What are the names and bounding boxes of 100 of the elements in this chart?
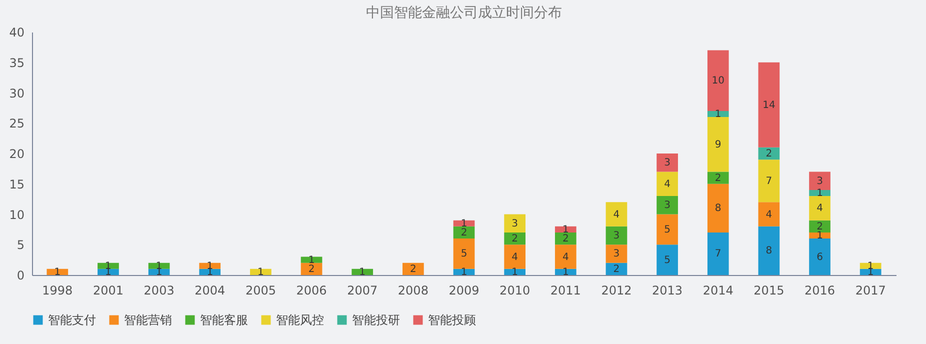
bar — [809, 232, 830, 239]
x-tick-label: 2006 — [296, 284, 327, 298]
data-label: 4 — [562, 252, 569, 263]
x-tick-label: 2016 — [804, 284, 836, 298]
y-tick-label: 25 — [9, 116, 24, 131]
data-label: 2 — [816, 221, 823, 232]
bar — [707, 110, 729, 118]
x-tick-label: 2004 — [194, 284, 226, 298]
bar — [606, 202, 628, 226]
data-label: 14 — [762, 100, 776, 111]
data-label: 7 — [766, 176, 772, 187]
bar — [46, 268, 68, 275]
bar — [402, 262, 424, 275]
data-label: 3 — [664, 200, 670, 212]
bar — [504, 232, 526, 245]
bar — [809, 190, 830, 196]
data-label: 1 — [308, 254, 315, 266]
data-label: 1 — [816, 188, 823, 199]
data-label: 3 — [613, 230, 620, 242]
data-label: 2 — [512, 234, 518, 245]
data-label: 1 — [562, 266, 569, 278]
bar — [504, 268, 526, 275]
bar — [707, 184, 729, 232]
y-tick-label: 30 — [9, 86, 24, 100]
y-tick-label: 20 — [9, 147, 24, 161]
data-label: 1 — [359, 266, 366, 278]
data-label: 8 — [766, 246, 772, 257]
chart-title: 中国智能金融公司成立时间分布 — [366, 5, 562, 21]
bar — [504, 214, 526, 232]
data-label: 1 — [816, 230, 823, 242]
bar — [758, 226, 780, 275]
bar — [606, 244, 628, 263]
bar — [809, 172, 830, 190]
x-tick-label: 2008 — [398, 284, 428, 298]
bar — [656, 244, 678, 275]
bar — [707, 117, 729, 172]
data-label: 6 — [816, 252, 823, 263]
data-label: 3 — [613, 248, 620, 260]
legend-label: 智能风控 — [276, 313, 324, 327]
bar — [860, 268, 882, 275]
bar — [656, 196, 678, 214]
bar — [809, 196, 830, 220]
data-label: 1 — [460, 266, 468, 278]
bar — [707, 172, 729, 184]
data-label: 2 — [766, 148, 772, 160]
y-tick-label: 5 — [16, 238, 24, 252]
x-tick-label: 2012 — [601, 284, 632, 298]
data-label: 7 — [714, 248, 722, 260]
data-label: 1 — [258, 266, 264, 278]
bar — [554, 232, 576, 245]
data-label: 5 — [664, 254, 670, 266]
bar — [453, 238, 475, 269]
bar — [809, 238, 830, 275]
data-label: 1 — [54, 266, 61, 278]
bar — [250, 268, 272, 275]
data-label: 1 — [460, 218, 468, 230]
bar — [809, 220, 830, 232]
bar — [504, 244, 526, 269]
x-tick-label: 2003 — [144, 284, 174, 298]
y-tick-label: 0 — [16, 268, 24, 282]
data-label: 4 — [512, 252, 518, 263]
y-tick-label: 35 — [9, 56, 24, 70]
legend-label: 智能客服 — [200, 313, 248, 327]
data-label: 9 — [714, 139, 722, 150]
bar — [758, 202, 780, 226]
data-label: 2 — [714, 172, 722, 184]
bar — [656, 214, 678, 245]
data-label: 1 — [562, 224, 569, 236]
data-label: 4 — [664, 178, 670, 190]
bar — [707, 232, 729, 275]
bar — [758, 160, 780, 202]
bar — [554, 226, 576, 232]
data-label: 5 — [664, 224, 670, 236]
bar — [656, 154, 678, 172]
data-label: 10 — [712, 76, 724, 87]
bar — [656, 172, 678, 196]
data-label: 3 — [664, 158, 670, 169]
legend-label: 智能投研 — [352, 313, 400, 327]
bar — [554, 244, 576, 269]
data-label: 4 — [766, 209, 772, 220]
data-label: 1 — [714, 109, 722, 120]
bar — [758, 62, 780, 148]
legend-label: 智能投顾 — [428, 313, 476, 327]
data-label: 8 — [714, 203, 722, 214]
data-label: 2 — [460, 227, 468, 238]
data-label: 4 — [613, 209, 620, 220]
y-tick-label: 15 — [9, 177, 24, 192]
data-label: 4 — [816, 203, 823, 214]
bar — [554, 268, 576, 275]
bar — [606, 226, 628, 245]
y-tick-label: 40 — [9, 26, 24, 40]
x-tick-label: 2010 — [500, 284, 530, 298]
data-label: 2 — [410, 264, 416, 275]
x-tick-label: 2011 — [550, 284, 581, 298]
y-tick-label: 10 — [9, 208, 24, 222]
x-tick-label: 2017 — [855, 284, 886, 298]
legend-label: 智能支付 — [48, 313, 96, 327]
x-tick-label: 2015 — [754, 284, 784, 298]
bar — [199, 268, 221, 275]
x-tick-label: 1998 — [42, 284, 73, 298]
